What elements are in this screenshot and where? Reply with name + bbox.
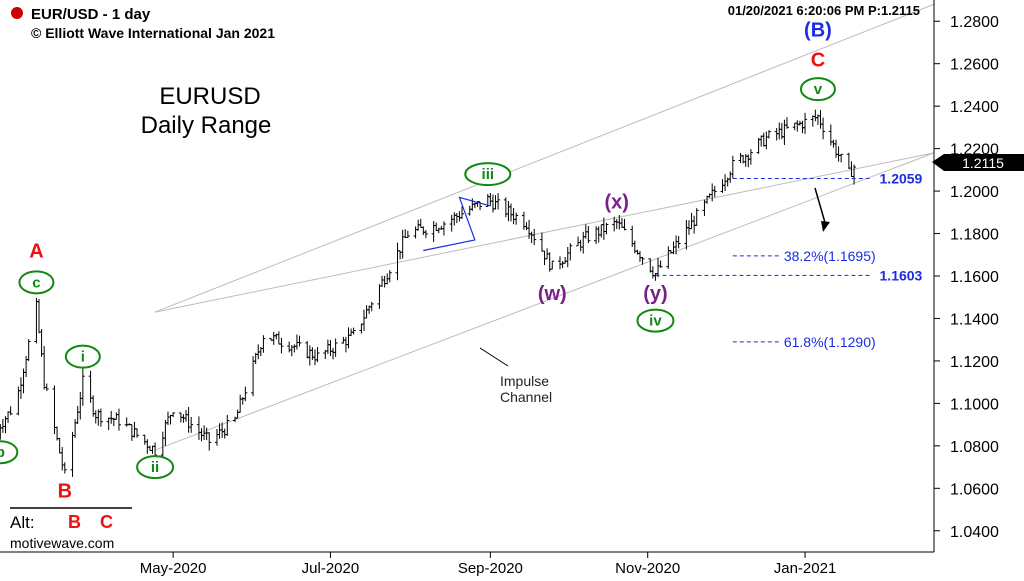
wave-label-12: C — [811, 49, 825, 71]
channel-lines — [154, 3, 935, 451]
title-line2: Daily Range — [141, 112, 272, 139]
wave-label-2: b — [0, 444, 5, 461]
x-tick-label: Jan-2021 — [774, 560, 837, 576]
wave-label-3: i — [81, 349, 85, 366]
wave-label-11: v — [814, 81, 823, 98]
y-tick-label: 1.1200 — [950, 354, 999, 371]
channel-line-lower — [154, 152, 935, 451]
triangle-pattern — [423, 196, 491, 252]
channel-label-line2: Channel — [500, 389, 552, 405]
x-tick-label: Jul-2020 — [302, 560, 360, 576]
wave-label-circle-5 — [136, 455, 175, 480]
wave-label-10: iv — [649, 313, 662, 330]
x-tick-label: May-2020 — [140, 560, 207, 576]
wave-label-6: iii — [482, 166, 495, 183]
level-label-0: 1.2059 — [880, 171, 923, 187]
y-tick-label: 1.2600 — [950, 57, 999, 74]
x-tick-label: Nov-2020 — [615, 560, 680, 576]
wave-label-circle-10 — [636, 308, 675, 333]
price-axis: 1.0400 1.0600 1.0800 1.1000 1.1200 1.1400 1.16… — [934, 14, 999, 541]
level-label-3: 61.8%(1.1290) — [784, 334, 876, 350]
last-price-value: 1.2115 — [962, 155, 1004, 171]
wave-label-0: A — [29, 241, 43, 263]
y-tick-label: 1.1600 — [950, 269, 999, 286]
wave-label-circle-1 — [18, 270, 55, 295]
channel-label-line1: Impulse — [500, 373, 549, 389]
wave-label-circle-2 — [0, 440, 19, 465]
level-label-2: 1.1603 — [880, 267, 923, 283]
alt-label: Alt: — [10, 513, 35, 532]
wave-label-9: (y) — [643, 283, 667, 305]
wave-label-7: (w) — [538, 283, 567, 305]
channel-line-inner — [154, 152, 935, 313]
wave-label-13: (B) — [804, 20, 832, 42]
status-dot-icon — [11, 7, 23, 19]
copyright-label: © Elliott Wave International Jan 2021 — [31, 25, 275, 41]
projection-arrow-icon — [821, 221, 830, 232]
y-tick-label: 1.0600 — [950, 481, 999, 498]
title-line1: EURUSD — [159, 83, 260, 110]
timestamp-label: 01/20/2021 6:20:06 PM P:1.2115 — [728, 3, 920, 18]
wave-label-4: B — [58, 480, 72, 502]
alt-label-c: C — [100, 512, 113, 532]
y-tick-label: 1.0400 — [950, 524, 999, 541]
price-bars — [0, 109, 857, 477]
wave-label-circle-11 — [799, 77, 836, 102]
wave-label-5: ii — [151, 459, 159, 476]
alt-label-b: B — [68, 512, 81, 532]
wave-label-circle-3 — [64, 344, 101, 369]
y-tick-label: 1.0800 — [950, 439, 999, 456]
y-tick-label: 1.1000 — [950, 396, 999, 413]
x-tick-label: Sep-2020 — [458, 560, 523, 576]
wave-label-circle-6 — [464, 162, 512, 187]
y-tick-label: 1.2000 — [950, 184, 999, 201]
y-tick-label: 1.2400 — [950, 99, 999, 116]
last-price-badge — [932, 154, 1024, 171]
channel-line-upper — [154, 3, 935, 313]
y-tick-label: 1.1400 — [950, 311, 999, 328]
fib-levels: 1.2059 38.2%(1.1695)1.1603 61.8%(1.1290) — [423, 171, 923, 350]
projection-arrow-line — [814, 187, 827, 227]
watermark: motivewave.com — [10, 535, 114, 551]
wave-label-8: (x) — [605, 192, 629, 214]
wave-label-1: c — [32, 274, 40, 291]
time-axis: May-2020 Jul-2020 Sep-2020 Nov-2020 Jan-2021 — [140, 552, 837, 577]
channel-label-pointer — [479, 347, 509, 367]
level-label-1: 38.2%(1.1695) — [784, 248, 876, 264]
y-tick-label: 1.1800 — [950, 227, 999, 244]
symbol-label: EUR/USD - 1 day — [31, 6, 151, 23]
y-tick-label: 1.2800 — [950, 14, 999, 31]
